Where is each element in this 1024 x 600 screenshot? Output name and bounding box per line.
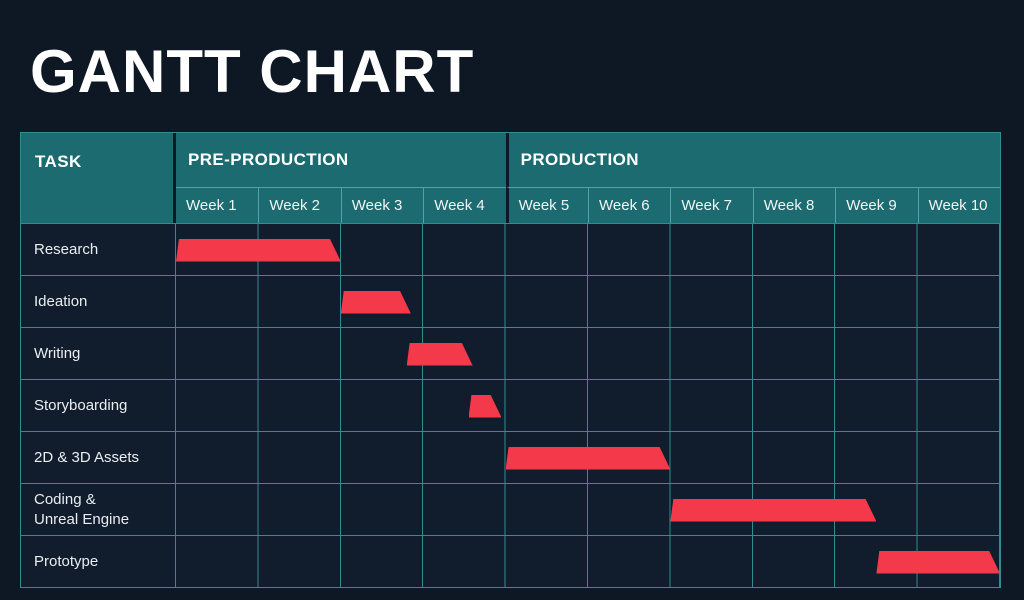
gantt-bar — [876, 551, 1000, 574]
task-timeline-row — [176, 483, 1000, 535]
week-header-cell: Week 5 — [505, 187, 588, 223]
task-label: Ideation — [21, 275, 176, 327]
task-label: Coding & Unreal Engine — [21, 483, 176, 535]
gantt-table: TASK PRE-PRODUCTION PRODUCTION Week 1 Wee… — [20, 132, 1001, 588]
task-timeline-row — [176, 327, 1000, 379]
week-header-cell: Week 1 — [176, 187, 259, 223]
week-header-cell: Week 8 — [752, 187, 836, 223]
task-timeline-row — [176, 275, 1000, 327]
gantt-bar — [407, 343, 473, 366]
task-label: Storyboarding — [21, 379, 176, 431]
task-column-header: TASK — [21, 133, 176, 223]
week-header-cell: Week 7 — [670, 187, 753, 223]
week-header-cell: Week 10 — [917, 187, 1000, 223]
page-title: GANTT CHART — [30, 38, 475, 105]
week-header-cell: Week 3 — [340, 187, 424, 223]
week-header-cell: Week 9 — [835, 187, 918, 223]
gantt-bar — [176, 239, 341, 262]
gantt-bar — [670, 499, 876, 522]
task-timeline-row — [176, 431, 1000, 483]
week-header-cell: Week 6 — [588, 187, 671, 223]
week-header-cell: Week 2 — [258, 187, 341, 223]
task-label: Writing — [21, 327, 176, 379]
task-timeline-row — [176, 535, 1000, 587]
gantt-bar — [469, 395, 502, 418]
phase-header-production: PRODUCTION — [505, 133, 1000, 187]
task-label: Research — [21, 223, 176, 275]
task-label: 2D & 3D Assets — [21, 431, 176, 483]
gantt-bar — [506, 447, 671, 470]
gantt-bar — [341, 291, 411, 314]
task-label: Prototype — [21, 535, 176, 587]
task-timeline-row — [176, 223, 1000, 275]
task-timeline-row — [176, 379, 1000, 431]
phase-header-pre-production: PRE-PRODUCTION — [176, 133, 506, 187]
week-header-cell: Week 4 — [423, 187, 506, 223]
